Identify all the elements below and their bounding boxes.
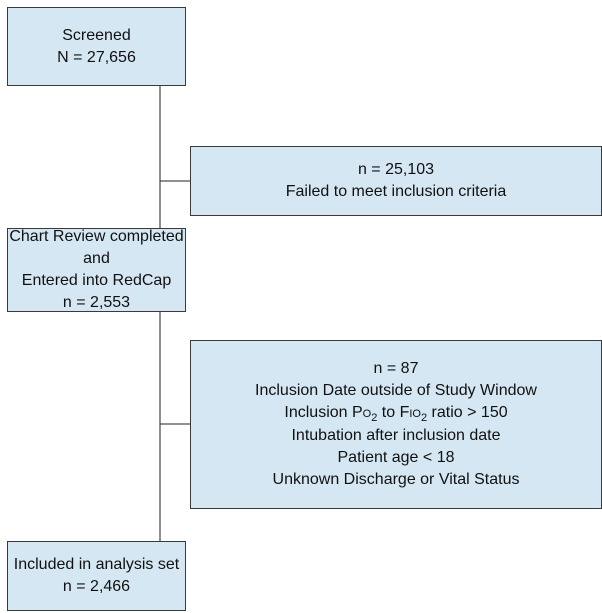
node-text: Included in analysis set (13, 556, 180, 573)
node-box: Included in analysis set n = 2,466 (7, 541, 186, 611)
text-part: O (362, 408, 372, 420)
node-text: Entered into RedCap (21, 272, 172, 289)
node-text: n = 2,553 (62, 294, 131, 311)
text-part: to F (377, 404, 410, 421)
node-box: n = 25,103 Failed to meet inclusion crit… (190, 146, 602, 216)
text-part: 2 (371, 412, 378, 424)
node-text: N = 27,656 (57, 48, 136, 66)
text-part: ratio > 150 (427, 404, 508, 421)
text-part: Inclusion P (284, 404, 363, 421)
node-text: Patient age < 18 (337, 449, 455, 466)
node-text: Inclusion PO2 to FIO2 ratio > 150 (284, 402, 507, 425)
node-text: Chart Review completed and (9, 228, 184, 267)
node-text: n = 87 (373, 360, 419, 377)
node-text: Inclusion Date outside of Study Window (255, 382, 537, 399)
node-box: n = 87 Inclusion Date outside of Study W… (190, 340, 602, 509)
node-box: Chart Review completed and Entered into … (7, 228, 186, 312)
text-part: IO (409, 408, 421, 420)
node-text: Unknown Discharge or Vital Status (272, 471, 520, 488)
node-text: n = 25,103 (357, 161, 435, 178)
node-text: Intubation after inclusion date (291, 427, 501, 444)
text-part: 2 (420, 412, 428, 424)
node-box: Screened N = 27,656 (7, 7, 186, 86)
node-text: Screened (62, 26, 131, 44)
node-text: Failed to meet inclusion criteria (285, 183, 507, 200)
node-text: n = 2,466 (62, 578, 131, 595)
